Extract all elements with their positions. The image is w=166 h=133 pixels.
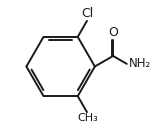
Text: CH₃: CH₃: [77, 113, 98, 123]
Text: NH₂: NH₂: [128, 57, 151, 70]
Text: Cl: Cl: [81, 7, 93, 20]
Text: O: O: [108, 26, 118, 39]
